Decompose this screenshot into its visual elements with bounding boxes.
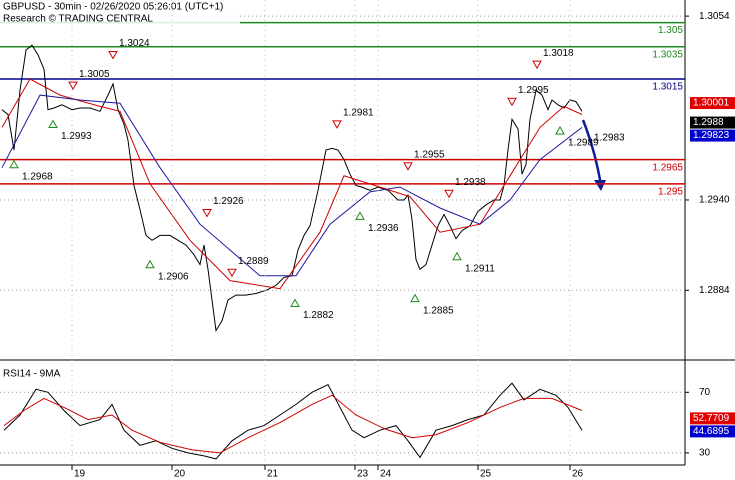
swing-label: 1.2981 [343, 107, 374, 118]
swing-label: 1.2989 [568, 138, 599, 149]
level-label: 1.3015 [652, 82, 683, 93]
swing-label: 1.2938 [455, 177, 486, 188]
swing-label: 1.2926 [213, 196, 244, 207]
price-tag [690, 116, 735, 129]
level-label: 1.3035 [652, 49, 683, 60]
price-tag-label: 1.2988 [693, 117, 724, 128]
swing-marker [403, 162, 413, 171]
swing-label: 1.2955 [414, 149, 445, 160]
x-tick-label: 24 [380, 469, 392, 480]
swing-marker [507, 97, 517, 107]
swing-label: 1.2936 [368, 223, 399, 234]
forecast-arrowhead [594, 180, 606, 191]
series-line [3, 394, 583, 454]
swing-label: 1.2889 [238, 256, 269, 267]
swing-marker [68, 81, 78, 91]
level-label: 1.2965 [652, 162, 683, 173]
price-tag-label: 52.7709 [693, 413, 730, 424]
price-tag-label: 1.30001 [693, 98, 730, 109]
swing-label: 1.2983 [594, 132, 625, 143]
chart-subtitle: Research © TRADING CENTRAL [3, 14, 153, 25]
swing-label: 1.2911 [465, 263, 495, 274]
price-tag-label: 44.6895 [693, 426, 730, 437]
swing-label: 1.2995 [518, 85, 549, 96]
swing-marker [290, 298, 300, 307]
swing-marker [410, 293, 420, 303]
x-tick-label: 19 [74, 469, 86, 480]
swing-marker [108, 51, 118, 60]
chart-title: GBPUSD - 30min - 02/26/2020 05:26:01 (UT… [3, 2, 223, 13]
swing-marker [227, 268, 237, 278]
swing-label: 1.2906 [158, 271, 189, 282]
x-tick-label: 20 [174, 469, 186, 480]
y-tick-label: 1.2884 [699, 285, 730, 296]
swing-marker [332, 120, 342, 129]
forecast-arrow [581, 119, 603, 186]
level-label: 1.295 [658, 186, 683, 197]
x-tick-label: 26 [572, 469, 584, 480]
price-tag [690, 412, 735, 425]
swing-marker [48, 119, 58, 128]
y-tick-label: 1.2940 [699, 195, 730, 206]
swing-marker [9, 159, 19, 169]
swing-label: 1.3024 [119, 38, 150, 49]
swing-marker [355, 211, 365, 220]
swing-marker [532, 60, 542, 70]
x-tick-label: 25 [480, 469, 492, 480]
swing-label: 1.2993 [61, 131, 92, 142]
x-tick-label: 23 [357, 469, 369, 480]
swing-marker [145, 259, 155, 269]
price-tag [690, 129, 735, 142]
series-line [1, 78, 583, 290]
swing-marker [452, 251, 462, 261]
swing-label: 1.2885 [423, 305, 454, 316]
level-label: 1.305 [658, 25, 683, 36]
price-tag [690, 97, 735, 110]
title-bg [0, 0, 240, 24]
x-tick-label: 21 [267, 469, 279, 480]
series-line [1, 94, 583, 277]
swing-label: 1.2882 [303, 310, 334, 321]
swing-marker [555, 125, 565, 135]
price-tag [690, 425, 735, 438]
swing-label: 1.2968 [22, 171, 53, 182]
price-tag-label: 1.29823 [693, 130, 730, 141]
series-line [3, 382, 583, 460]
y-tick-label: 30 [699, 448, 711, 459]
swing-label: 1.3005 [79, 69, 110, 80]
y-tick-label: 70 [699, 387, 711, 398]
swing-marker [202, 209, 212, 218]
swing-marker [444, 189, 454, 199]
panel-title: RSI14 - 9MA [3, 369, 61, 380]
y-tick-label: 1.3054 [699, 11, 730, 22]
swing-label: 1.3018 [543, 48, 574, 59]
